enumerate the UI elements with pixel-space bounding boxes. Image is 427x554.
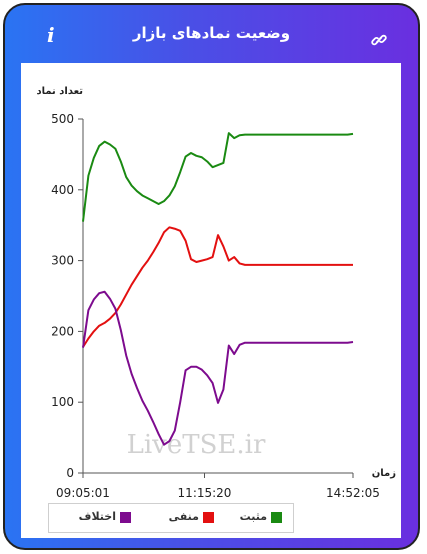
x-tick-label: 09:05:01 xyxy=(56,486,110,500)
y-tick-label: 0 xyxy=(66,466,74,480)
legend-label-negative: منفی xyxy=(168,510,199,523)
legend-swatch-negative xyxy=(203,512,214,523)
y-tick-label: 400 xyxy=(51,183,74,197)
series-line-difference xyxy=(82,290,354,446)
y-axis-label: تعداد نماد xyxy=(36,86,83,97)
legend-item-difference[interactable]: اختلاف xyxy=(49,510,131,525)
y-tick-label: 100 xyxy=(51,395,74,409)
widget-frame: i وضعیت نمادهای بازار تعداد نماد زمان Li… xyxy=(3,3,420,550)
line-chart: تعداد نماد زمان LiveTSE.ir 0 100 200 300 400… xyxy=(36,86,396,500)
legend-label-positive: مثبت xyxy=(239,510,267,523)
x-tick-label: 11:15:20 xyxy=(178,486,232,500)
y-tick-label: 200 xyxy=(51,324,74,338)
info-icon[interactable]: i xyxy=(47,23,55,47)
chart-card: تعداد نماد زمان LiveTSE.ir 0 100 200 300 400… xyxy=(21,63,401,538)
legend-swatch-positive xyxy=(271,512,282,523)
legend-swatch-difference xyxy=(120,512,131,523)
link-icon[interactable] xyxy=(371,32,387,48)
x-tick-label: 14:52:05 xyxy=(326,486,380,500)
legend-item-negative[interactable]: منفی xyxy=(159,510,214,525)
y-tick-label: 300 xyxy=(51,254,74,268)
watermark: LiveTSE.ir xyxy=(127,430,266,460)
legend-item-positive[interactable]: مثبت xyxy=(237,510,292,525)
series-line-negative xyxy=(82,226,353,348)
widget-title: وضعیت نمادهای بازار xyxy=(132,24,291,42)
y-tick-label: 500 xyxy=(51,112,74,126)
series-line-positive xyxy=(82,132,354,222)
chart-legend: مثبت منفی اختلاف xyxy=(48,503,294,533)
x-axis-label: زمان xyxy=(372,468,396,479)
legend-label-difference: اختلاف xyxy=(78,510,116,523)
widget-header: i وضعیت نمادهای بازار xyxy=(5,5,418,63)
